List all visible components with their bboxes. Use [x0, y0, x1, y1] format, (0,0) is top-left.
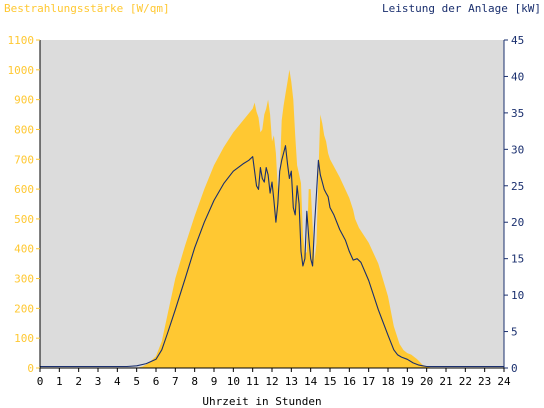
x-tick-label: 7 — [172, 375, 179, 388]
x-tick-label: 14 — [304, 375, 318, 388]
x-tick-label: 12 — [265, 375, 278, 388]
left-tick-label: 800 — [14, 123, 34, 136]
x-tick-label: 6 — [153, 375, 160, 388]
left-tick-label: 1000 — [8, 64, 35, 77]
x-tick-label: 17 — [362, 375, 375, 388]
left-y-axis-ticks: 0 100 200 300 400 500 600 700 800 900 1000 1100 — [8, 34, 40, 375]
x-tick-label: 0 — [37, 375, 44, 388]
x-tick-label: 2 — [75, 375, 82, 388]
right-tick-label: 45 — [511, 34, 524, 47]
right-tick-label: 40 — [511, 70, 524, 83]
right-tick-label: 25 — [511, 180, 524, 193]
left-axis-title: Bestrahlungsstärke [W/qm] — [4, 2, 170, 15]
right-axis-title: Leistung der Anlage [kW] — [382, 2, 541, 15]
x-tick-label: 9 — [211, 375, 218, 388]
x-tick-label: 22 — [459, 375, 472, 388]
right-y-axis-ticks: 0 5 10 15 20 25 30 35 40 45 — [504, 34, 524, 375]
x-tick-label: 16 — [343, 375, 356, 388]
left-tick-label: 1100 — [8, 34, 35, 47]
right-tick-label: 20 — [511, 216, 524, 229]
right-tick-label: 0 — [511, 362, 518, 375]
x-tick-label: 10 — [227, 375, 240, 388]
x-tick-label: 13 — [285, 375, 298, 388]
x-tick-label: 21 — [439, 375, 452, 388]
x-tick-label: 19 — [401, 375, 414, 388]
right-tick-label: 5 — [511, 326, 518, 339]
x-axis-ticks: 0 1 2 3 4 5 6 7 8 9 10 11 12 13 14 15 16 17 18 19 20 21 22 23 24 — [37, 368, 511, 388]
right-tick-label: 35 — [511, 107, 524, 120]
left-tick-label: 400 — [14, 243, 34, 256]
left-tick-label: 600 — [14, 183, 34, 196]
left-tick-label: 300 — [14, 273, 34, 286]
x-tick-label: 15 — [323, 375, 336, 388]
x-tick-label: 18 — [381, 375, 394, 388]
x-tick-label: 11 — [246, 375, 259, 388]
series-layer — [40, 69, 504, 369]
x-tick-label: 20 — [420, 375, 433, 388]
right-tick-label: 30 — [511, 143, 524, 156]
left-tick-label: 0 — [27, 362, 34, 375]
left-tick-label: 900 — [14, 94, 34, 107]
x-tick-label: 3 — [95, 375, 102, 388]
left-tick-label: 200 — [14, 302, 34, 315]
left-tick-label: 500 — [14, 213, 34, 226]
x-tick-label: 1 — [56, 375, 63, 388]
x-tick-label: 23 — [478, 375, 491, 388]
right-tick-label: 15 — [511, 253, 524, 266]
x-tick-label: 24 — [497, 375, 511, 388]
x-tick-label: 8 — [191, 375, 198, 388]
irradiance-area — [40, 69, 504, 369]
left-tick-label: 700 — [14, 153, 34, 166]
x-axis-label: Uhrzeit in Stunden — [202, 395, 321, 408]
power-line — [40, 145, 504, 368]
right-tick-label: 10 — [511, 289, 524, 302]
left-tick-label: 100 — [14, 332, 34, 345]
x-tick-label: 5 — [133, 375, 140, 388]
x-tick-label: 4 — [114, 375, 121, 388]
